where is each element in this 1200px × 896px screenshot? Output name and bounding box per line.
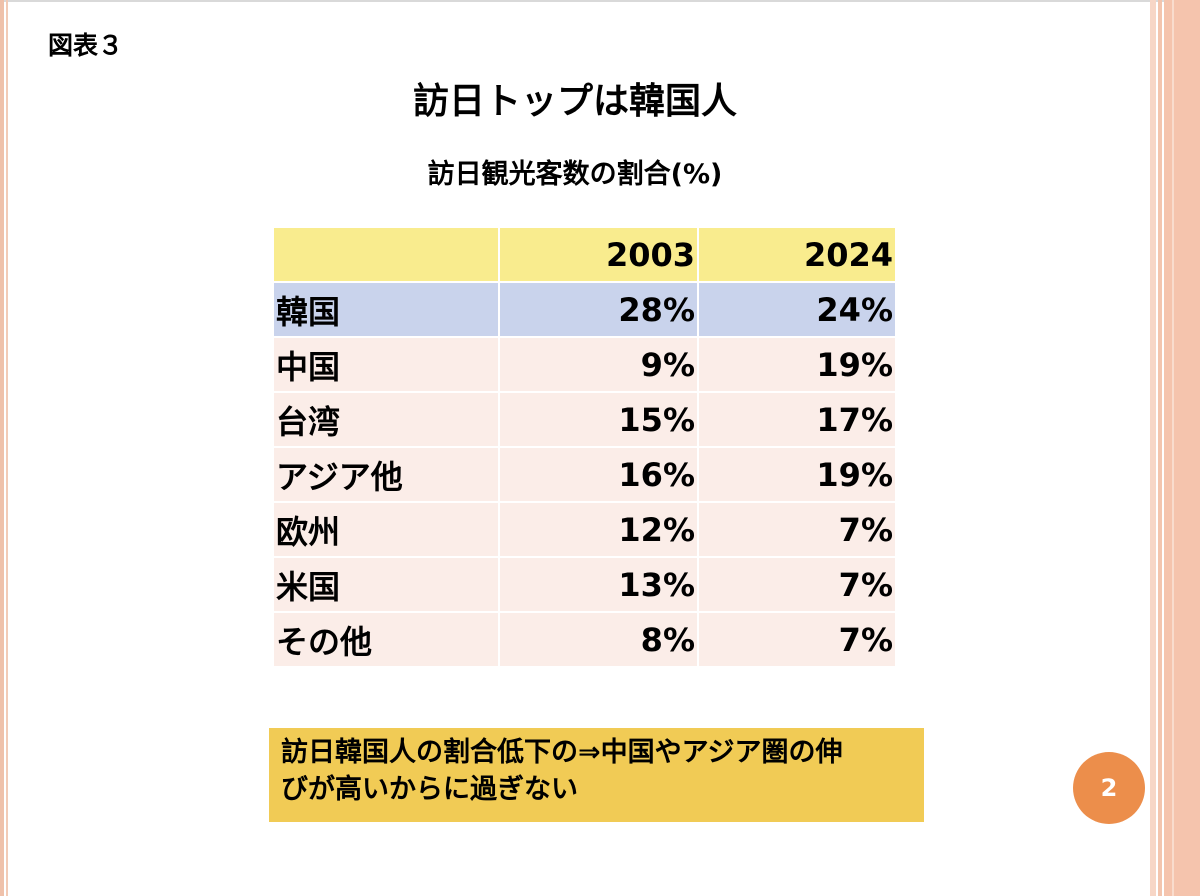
- note-line-1: 訪日韓国人の割合低下の⇒中国やアジア圏の伸: [281, 737, 843, 768]
- value-2003: 16%: [498, 446, 699, 503]
- table-row: 欧州 12% 7%: [272, 501, 897, 558]
- row-label: 台湾: [272, 391, 500, 448]
- row-label: 中国: [272, 336, 500, 393]
- value-2003: 15%: [498, 391, 699, 448]
- right-border-highlight: [1172, 0, 1174, 896]
- top-frame-line: [0, 0, 1200, 2]
- value-2024: 7%: [697, 556, 897, 613]
- value-2024: 19%: [697, 336, 897, 393]
- value-2024: 7%: [697, 611, 897, 668]
- value-2024: 19%: [697, 446, 897, 503]
- table-row: 米国 13% 7%: [272, 556, 897, 613]
- right-border-band: [1164, 0, 1200, 896]
- value-2003: 12%: [498, 501, 699, 558]
- value-2024: 7%: [697, 501, 897, 558]
- value-2024: 17%: [697, 391, 897, 448]
- visitor-share-table: 2003 2024 韓国 28% 24% 中国 9% 19% 台湾 15% 17…: [272, 226, 897, 668]
- row-label: アジア他: [272, 446, 500, 503]
- right-border-stripe-inner: [1150, 0, 1156, 896]
- row-label: 韓国: [272, 281, 500, 338]
- right-border-stripe-mid: [1158, 0, 1162, 896]
- value-2003: 28%: [498, 281, 699, 338]
- table-row: アジア他 16% 19%: [272, 446, 897, 503]
- table-row: 台湾 15% 17%: [272, 391, 897, 448]
- header-cell-2024: 2024: [697, 226, 897, 283]
- table-row: 韓国 28% 24%: [272, 281, 897, 338]
- conclusion-note: 訪日韓国人の割合低下の⇒中国やアジア圏の伸 びが高いからに過ぎない: [269, 728, 924, 822]
- table-row: 中国 9% 19%: [272, 336, 897, 393]
- note-line-2: びが高いからに過ぎない: [281, 774, 578, 805]
- page-number-badge: 2: [1073, 752, 1145, 824]
- table-row: その他 8% 7%: [272, 611, 897, 668]
- header-cell-2003: 2003: [498, 226, 699, 283]
- header-cell-blank: [272, 226, 500, 283]
- row-label: 米国: [272, 556, 500, 613]
- table-header-row: 2003 2024: [272, 226, 897, 283]
- slide-title: 訪日トップは韓国人: [412, 81, 737, 122]
- figure-label: 図表３: [48, 31, 124, 60]
- row-label: その他: [272, 611, 500, 668]
- left-border-stripe-inner: [6, 0, 8, 896]
- value-2003: 9%: [498, 336, 699, 393]
- value-2003: 8%: [498, 611, 699, 668]
- value-2003: 13%: [498, 556, 699, 613]
- row-label: 欧州: [272, 501, 500, 558]
- left-border-stripe: [0, 0, 4, 896]
- value-2024: 24%: [697, 281, 897, 338]
- table-subtitle: 訪日観光客数の割合(%): [427, 159, 723, 190]
